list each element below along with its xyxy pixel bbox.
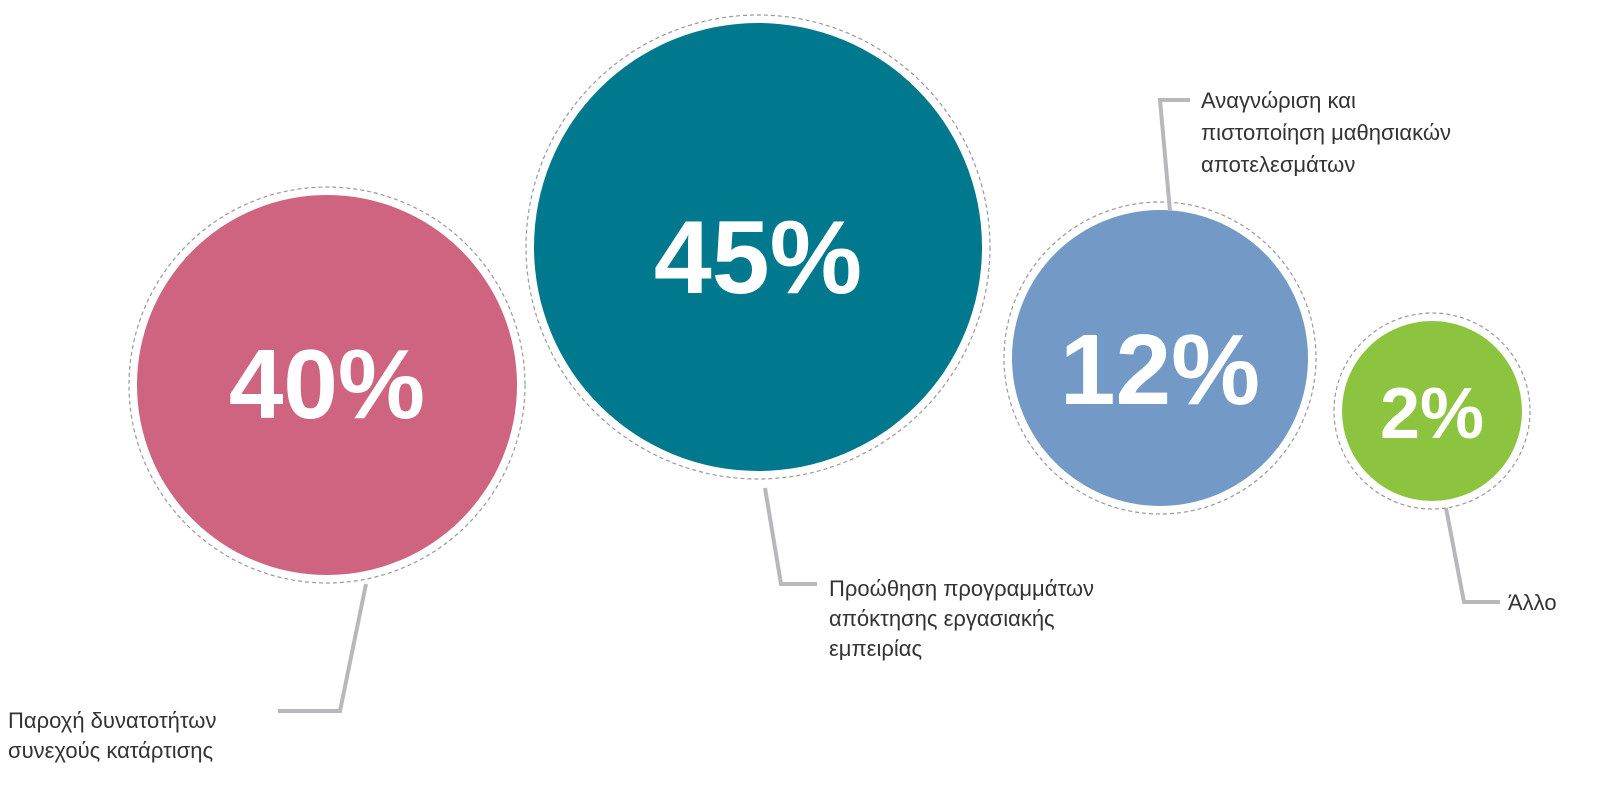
category-label-line: πιστοποίηση μαθησιακών	[1201, 120, 1451, 145]
bubble-value-label-4: 2%	[1380, 374, 1484, 454]
category-label-line: απόκτησης εργασιακής	[829, 606, 1055, 631]
bubble-group-3: 12% Αναγνώριση και πιστοποίηση μαθησιακών α…	[1003, 88, 1451, 515]
bubble-4	[1342, 321, 1522, 501]
category-label-4: Άλλο	[1508, 590, 1557, 615]
category-label-line: αποτελεσμάτων	[1201, 152, 1355, 177]
bubble-ring-1	[128, 186, 526, 584]
bubble-value-label-3: 12%	[1060, 314, 1260, 426]
category-label-line: συνεχούς κατάρτισης	[8, 738, 213, 763]
bubble-group-1: 40% Παροχή δυνατοτήτων συνεχούς κατάρτισης	[8, 186, 526, 763]
leader-line-1	[278, 583, 368, 713]
bubble-ring-4	[1333, 312, 1531, 510]
bubble-group-2: 45% Προώθηση προγραμμάτων απόκτησης εργασι…	[525, 14, 1094, 661]
leader-line-3	[1157, 98, 1190, 212]
category-label-3: Αναγνώριση και πιστοποίηση μαθησιακών αποτ…	[1201, 88, 1451, 177]
leader-line-2	[763, 487, 817, 586]
category-label-1: Παροχή δυνατοτήτων συνεχούς κατάρτισης	[8, 708, 216, 763]
category-label-line: Άλλο	[1508, 590, 1557, 615]
leader-line-4	[1444, 507, 1500, 604]
bubble-group-4: 2% Άλλο	[1333, 312, 1557, 615]
category-label-line: Προώθηση προγραμμάτων	[829, 576, 1094, 601]
bubble-2	[534, 23, 982, 471]
category-label-line: Παροχή δυνατοτήτων	[8, 708, 216, 733]
bubble-ring-2	[525, 14, 991, 480]
bubble-1	[137, 195, 517, 575]
category-label-line: Αναγνώριση και	[1201, 88, 1356, 113]
bubble-3	[1012, 210, 1308, 506]
category-label-2: Προώθηση προγραμμάτων απόκτησης εργασιακή…	[829, 576, 1094, 661]
bubble-ring-3	[1003, 201, 1317, 515]
category-label-line: εμπειρίας	[829, 636, 922, 661]
bubble-value-label-2: 45%	[654, 200, 862, 316]
bubble-value-label-1: 40%	[229, 329, 425, 439]
